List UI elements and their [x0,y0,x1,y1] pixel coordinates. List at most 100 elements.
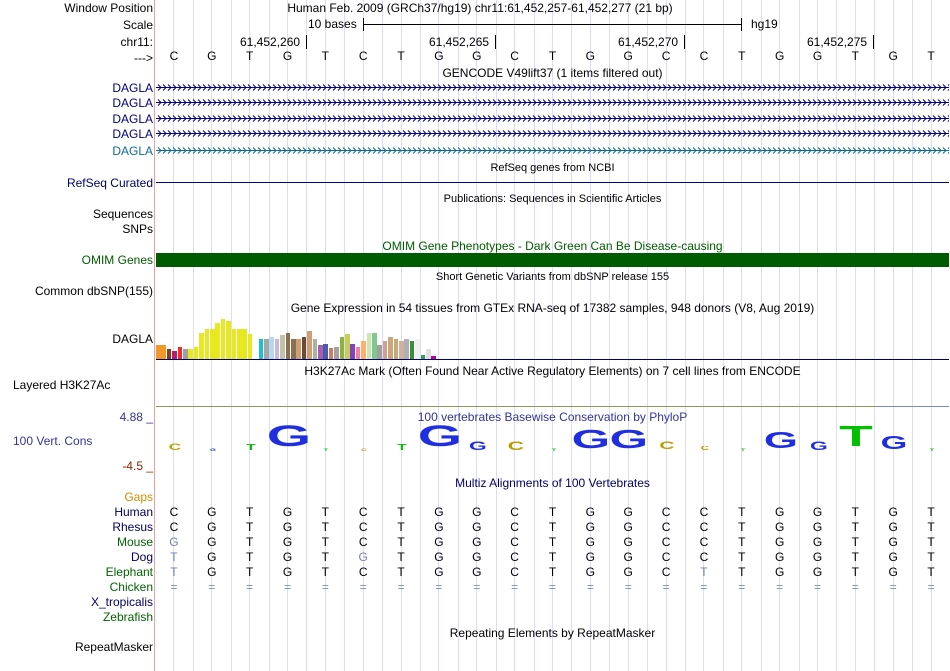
dbsnp-track-title[interactable]: Short Genetic Variants from dbSNP releas… [435,271,670,283]
gtex-tissue-bar[interactable] [307,331,312,359]
gtex-tissue-bar[interactable] [274,339,280,359]
gtex-tissue-bar[interactable] [166,349,172,359]
gtex-tissue-bar[interactable] [156,345,161,359]
gtex-tissue-bar[interactable] [301,337,307,359]
gtex-tissue-bar[interactable] [188,349,193,359]
gtex-tissue-bar[interactable] [366,333,372,359]
gencode-dagla-3-label[interactable]: DAGLA [112,112,153,126]
h3k27ac-track-title[interactable]: H3K27Ac Mark (Often Found Near Active Re… [304,364,801,378]
gtex-tissue-bar[interactable] [415,339,420,359]
vert-cons-label[interactable]: 100 Vert. Cons [13,434,93,448]
gtex-expression-chart[interactable] [156,315,556,359]
gtex-tissue-bar[interactable] [345,334,350,359]
gtex-tissue-bar[interactable] [323,344,328,359]
ruler-pos-4: 61,452,275 [807,35,868,49]
gtex-tissue-bar[interactable] [226,321,231,359]
refseq-curated-label[interactable]: RefSeq Curated [66,176,153,190]
gtex-dagla-label[interactable]: DAGLA [112,332,153,346]
strand-arrow [942,115,947,122]
omim-gene-bar[interactable] [156,253,949,267]
gtex-tissue-bar[interactable] [269,337,274,359]
gtex-tissue-bar[interactable] [193,347,199,359]
gtex-tissue-bar[interactable] [242,329,247,359]
strand-arrow [242,147,247,154]
gtex-tissue-bar[interactable] [291,339,296,359]
strand-arrow [217,84,222,91]
gtex-tissue-bar[interactable] [172,351,177,359]
gtex-tissue-bar[interactable] [388,337,393,359]
gtex-tissue-bar[interactable] [382,341,388,359]
gtex-tissue-bar[interactable] [350,344,355,359]
gtex-tissue-bar[interactable] [247,334,253,359]
gtex-tissue-bar[interactable] [280,335,285,359]
strand-arrow [532,130,537,137]
gtex-tissue-bar[interactable] [285,333,291,359]
snps-label[interactable]: SNPs [122,222,153,236]
gtex-tissue-bar[interactable] [377,345,382,359]
gtex-tissue-bar[interactable] [312,339,318,359]
gencode-transcript-5[interactable] [156,147,949,154]
gtex-tissue-bar[interactable] [204,329,210,359]
gtex-tissue-bar[interactable] [404,339,409,359]
repeatmasker-label[interactable]: RepeatMasker [74,640,153,654]
gtex-tissue-bar[interactable] [334,347,339,359]
strand-arrow [892,99,897,106]
gtex-tissue-bar[interactable] [409,341,415,359]
omim-genes-label[interactable]: OMIM Genes [81,253,153,267]
gencode-transcript-3[interactable] [156,115,949,122]
gencode-dagla-5-label[interactable]: DAGLA [112,144,153,158]
gtex-tissue-bar[interactable] [258,339,264,359]
gtex-tissue-bar[interactable] [296,339,301,359]
gtex-tissue-bar[interactable] [199,333,204,359]
gtex-tissue-bar[interactable] [393,339,399,359]
common-dbsnp-label[interactable]: Common dbSNP(155) [34,284,153,298]
gtex-tissue-bar[interactable] [399,341,404,359]
strand-arrow [867,99,872,106]
gtex-tissue-bar[interactable] [328,348,334,359]
strand-arrow [882,84,887,91]
gencode-dagla-4-label[interactable]: DAGLA [112,127,153,141]
strand-arrow [342,99,347,106]
gtex-tissue-bar[interactable] [318,345,323,359]
gtex-tissue-bar[interactable] [237,329,242,359]
gtex-tissue-bar[interactable] [231,329,237,359]
gtex-tissue-bar[interactable] [372,333,377,359]
gtex-tissue-bar[interactable] [426,349,431,359]
gtex-tissue-bar[interactable] [431,356,436,359]
layered-h3k27ac-label[interactable]: Layered H3K27Ac [13,378,111,392]
gencode-dagla-2-label[interactable]: DAGLA [112,96,153,110]
publications-track-title[interactable]: Publications: Sequences in Scientific Ar… [443,193,662,205]
multiz-track-title[interactable]: Multiz Alignments of 100 Vertebrates [455,476,650,490]
repeatmasker-track-title[interactable]: Repeating Elements by RepeatMasker [449,626,656,640]
gtex-tissue-bar[interactable] [361,341,366,359]
gtex-track-title[interactable]: Gene Expression in 54 tissues from GTEx … [290,301,815,315]
gtex-tissue-bar[interactable] [355,347,361,359]
phylop-track-title[interactable]: 100 vertebrates Basewise Conservation by… [417,410,688,424]
omim-track-title[interactable]: OMIM Gene Phenotypes - Dark Green Can Be… [382,239,723,253]
gtex-tissue-bar[interactable] [339,337,345,359]
refseq-gene-line[interactable] [156,182,949,183]
gtex-tissue-bar[interactable] [183,349,188,359]
strand-arrow [602,115,607,122]
gtex-tissue-bar[interactable] [220,319,226,359]
gencode-dagla-1-label[interactable]: DAGLA [112,81,153,95]
gencode-transcript-2[interactable] [156,99,949,106]
gtex-tissue-bar[interactable] [264,339,269,359]
gtex-tissue-bar[interactable] [161,345,166,359]
strand-arrow [212,147,217,154]
strand-arrow [762,147,767,154]
refseq-track-title[interactable]: RefSeq genes from NCBI [490,162,615,174]
gtex-tissue-bar[interactable] [215,323,220,359]
strand-arrow [437,130,442,137]
strand-arrow [202,130,207,137]
gtex-tissue-bar[interactable] [177,347,183,359]
gtex-tissue-bar[interactable] [210,329,215,359]
elephant-aligned-base: G [585,565,596,579]
gtex-tissue-bar[interactable] [420,355,426,359]
gencode-transcript-1[interactable] [156,84,949,91]
gencode-transcript-4[interactable] [156,130,949,137]
sequences-label[interactable]: Sequences [92,207,153,221]
gencode-track-title[interactable]: GENCODE V49lift37 (1 items filtered out) [442,66,663,80]
human-aligned-base: T [927,505,935,519]
